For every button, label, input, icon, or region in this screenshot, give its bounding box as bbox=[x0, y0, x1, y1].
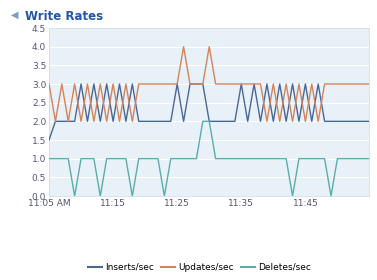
Text: Write Rates: Write Rates bbox=[25, 10, 103, 23]
Legend: Inserts/sec, Updates/sec, Deletes/sec: Inserts/sec, Updates/sec, Deletes/sec bbox=[84, 259, 315, 276]
Text: ◀: ◀ bbox=[11, 10, 19, 20]
